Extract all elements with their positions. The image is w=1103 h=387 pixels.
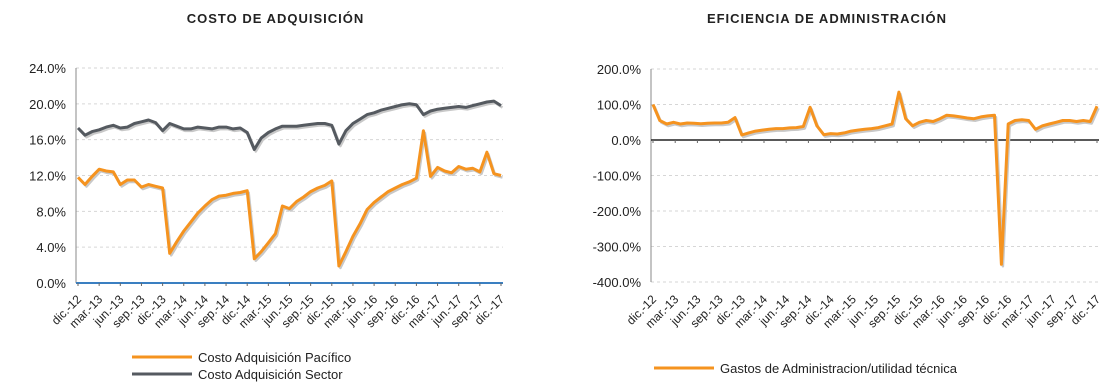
y-tick-label: -300.0% [593,240,642,255]
y-tick-label: 8.0% [36,204,66,219]
chart-title: COSTO DE ADQUISICIÓN [186,11,365,26]
y-tick-label: 16.0% [29,133,66,148]
y-tick-label: 20.0% [29,97,66,112]
y-tick-label: -400.0% [593,275,642,290]
series-line [651,90,1099,266]
y-tick-label: -100.0% [593,169,642,184]
chart-svg: 200.0% 100.0% 0.0% -100.0% -200.0% -300.0% -40… [593,62,1103,376]
y-tick-label: 24.0% [29,61,66,76]
series-line [76,129,502,268]
series-shadow [78,131,503,270]
chart-title: EFICIENCIA DE ADMINISTRACIÓN [706,11,948,26]
legend-label: Costo Adquisición Sector [198,367,343,382]
legend-label: Costo Adquisición Pacífico [198,350,351,365]
y-tick-label: 100.0% [597,98,642,113]
y-tick-label: 200.0% [597,62,642,77]
y-tick-label: 0.0% [611,133,641,148]
chart-eficiencia-administracion: EFICIENCIA DE ADMINISTRACIÓN 200.0% 100.0… [551,0,1103,387]
y-tick-label: 0.0% [36,276,66,291]
legend-label: Gastos de Administracion/utilidad técnic… [720,361,958,376]
chart-costo-adquisicion: COSTO DE ADQUISICIÓN 24.0% 20.0% 16.0% 12.0… [0,0,551,387]
y-tick-label: -200.0% [593,204,642,219]
series-shadow [653,92,1100,268]
y-tick-label: 4.0% [36,240,66,255]
series-line [76,99,502,151]
chart-svg: 24.0%20.0%16.0%12.0%8.0%4.0%0.0%dic.-12m… [29,61,507,382]
y-tick-label: 12.0% [29,169,66,184]
